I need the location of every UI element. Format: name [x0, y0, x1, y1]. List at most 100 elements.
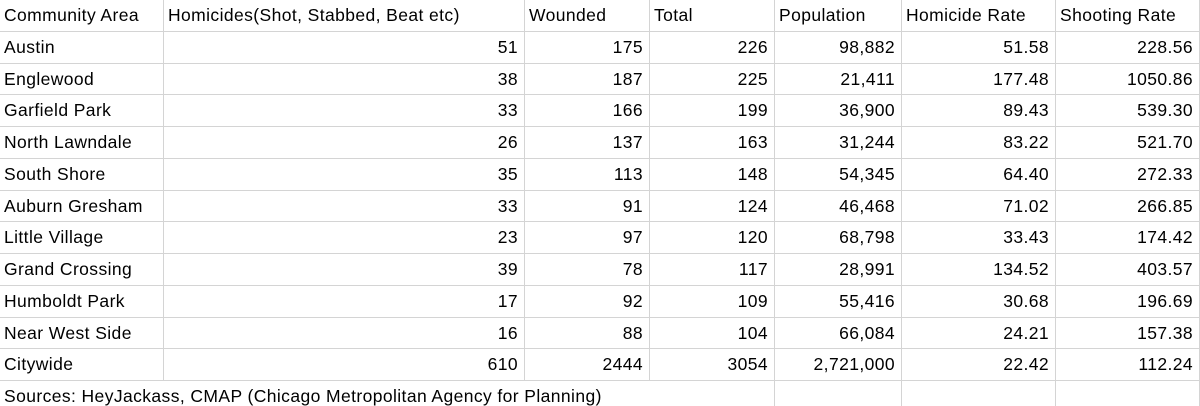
value-cell[interactable]: 88 [525, 317, 650, 350]
value-cell[interactable]: 64.40 [902, 158, 1056, 191]
value-cell[interactable]: 51 [164, 31, 525, 64]
value-cell[interactable]: 17 [164, 285, 525, 318]
value-cell[interactable]: 226 [650, 31, 775, 64]
community-area-cell[interactable]: Citywide [0, 349, 164, 382]
value-cell[interactable]: 120 [650, 222, 775, 255]
value-cell[interactable]: 166 [525, 95, 650, 128]
table-row: Austin 51 175 226 98,882 51.58 228.56 [0, 31, 1200, 64]
community-area-cell[interactable]: South Shore [0, 158, 164, 191]
value-cell[interactable]: 55,416 [775, 285, 902, 318]
community-area-cell[interactable]: Little Village [0, 222, 164, 255]
value-cell[interactable]: 157.38 [1056, 317, 1200, 350]
community-area-cell[interactable]: Garfield Park [0, 95, 164, 128]
empty-cell[interactable] [775, 381, 902, 406]
value-cell[interactable]: 28,991 [775, 254, 902, 286]
value-cell[interactable]: 104 [650, 317, 775, 350]
value-cell[interactable]: 33.43 [902, 222, 1056, 255]
value-cell[interactable]: 24.21 [902, 317, 1056, 350]
table-body: Austin 51 175 226 98,882 51.58 228.56 Englewood… [0, 31, 1200, 382]
value-cell[interactable]: 175 [525, 31, 650, 64]
table-row: North Lawndale 26 137 163 31,244 83.22 521.70 [0, 127, 1200, 159]
value-cell[interactable]: 521.70 [1056, 127, 1200, 159]
value-cell[interactable]: 35 [164, 158, 525, 191]
value-cell[interactable]: 403.57 [1056, 254, 1200, 286]
value-cell[interactable]: 177.48 [902, 63, 1056, 96]
value-cell[interactable]: 199 [650, 95, 775, 128]
table-row: Garfield Park 33 166 199 36,900 89.43 539.30 [0, 95, 1200, 128]
value-cell[interactable]: 196.69 [1056, 285, 1200, 318]
value-cell[interactable]: 71.02 [902, 190, 1056, 223]
table-row: Citywide 610 2444 3054 2,721,000 22.42 112.24 [0, 349, 1200, 382]
table-row: Grand Crossing 39 78 117 28,991 134.52 403.57 [0, 254, 1200, 286]
value-cell[interactable]: 31,244 [775, 127, 902, 159]
column-header-3[interactable]: Total [650, 0, 775, 32]
value-cell[interactable]: 36,900 [775, 95, 902, 128]
value-cell[interactable]: 89.43 [902, 95, 1056, 128]
empty-cell[interactable] [1056, 381, 1200, 406]
value-cell[interactable]: 2,721,000 [775, 349, 902, 382]
value-cell[interactable]: 539.30 [1056, 95, 1200, 128]
value-cell[interactable]: 228.56 [1056, 31, 1200, 64]
community-area-cell[interactable]: Auburn Gresham [0, 190, 164, 223]
value-cell[interactable]: 33 [164, 95, 525, 128]
value-cell[interactable]: 148 [650, 158, 775, 191]
value-cell[interactable]: 83.22 [902, 127, 1056, 159]
empty-cell[interactable] [902, 381, 1056, 406]
column-header-2[interactable]: Wounded [525, 0, 650, 32]
value-cell[interactable]: 66,084 [775, 317, 902, 350]
value-cell[interactable]: 225 [650, 63, 775, 96]
value-cell[interactable]: 137 [525, 127, 650, 159]
value-cell[interactable]: 163 [650, 127, 775, 159]
value-cell[interactable]: 1050.86 [1056, 63, 1200, 96]
value-cell[interactable]: 23 [164, 222, 525, 255]
value-cell[interactable]: 610 [164, 349, 525, 382]
value-cell[interactable]: 91 [525, 190, 650, 223]
value-cell[interactable]: 16 [164, 317, 525, 350]
column-header-4[interactable]: Population [775, 0, 902, 32]
table-row: Little Village 23 97 120 68,798 33.43 174.42 [0, 222, 1200, 255]
column-header-1[interactable]: Homicides(Shot, Stabbed, Beat etc) [164, 0, 525, 32]
value-cell[interactable]: 3054 [650, 349, 775, 382]
value-cell[interactable]: 68,798 [775, 222, 902, 255]
sources-note[interactable]: Sources: HeyJackass, CMAP (Chicago Metro… [0, 381, 775, 406]
table-row: South Shore 35 113 148 54,345 64.40 272.33 [0, 158, 1200, 191]
value-cell[interactable]: 2444 [525, 349, 650, 382]
community-area-cell[interactable]: Humboldt Park [0, 285, 164, 318]
value-cell[interactable]: 124 [650, 190, 775, 223]
community-area-cell[interactable]: Grand Crossing [0, 254, 164, 286]
community-area-cell[interactable]: North Lawndale [0, 127, 164, 159]
value-cell[interactable]: 113 [525, 158, 650, 191]
community-area-cell[interactable]: Near West Side [0, 317, 164, 350]
value-cell[interactable]: 134.52 [902, 254, 1056, 286]
value-cell[interactable]: 38 [164, 63, 525, 96]
column-header-0[interactable]: Community Area [0, 0, 164, 32]
value-cell[interactable]: 117 [650, 254, 775, 286]
value-cell[interactable]: 22.42 [902, 349, 1056, 382]
value-cell[interactable]: 51.58 [902, 31, 1056, 64]
value-cell[interactable]: 112.24 [1056, 349, 1200, 382]
value-cell[interactable]: 98,882 [775, 31, 902, 64]
community-area-cell[interactable]: Englewood [0, 63, 164, 96]
value-cell[interactable]: 187 [525, 63, 650, 96]
value-cell[interactable]: 46,468 [775, 190, 902, 223]
value-cell[interactable]: 272.33 [1056, 158, 1200, 191]
value-cell[interactable]: 97 [525, 222, 650, 255]
value-cell[interactable]: 109 [650, 285, 775, 318]
column-header-5[interactable]: Homicide Rate [902, 0, 1056, 32]
community-area-cell[interactable]: Austin [0, 31, 164, 64]
value-cell[interactable]: 54,345 [775, 158, 902, 191]
header-row: Community Area Homicides(Shot, Stabbed, B… [0, 0, 1200, 32]
value-cell[interactable]: 21,411 [775, 63, 902, 96]
table-row: Englewood 38 187 225 21,411 177.48 1050.86 [0, 63, 1200, 96]
value-cell[interactable]: 33 [164, 190, 525, 223]
value-cell[interactable]: 174.42 [1056, 222, 1200, 255]
column-header-6[interactable]: Shooting Rate [1056, 0, 1200, 32]
value-cell[interactable]: 266.85 [1056, 190, 1200, 223]
value-cell[interactable]: 92 [525, 285, 650, 318]
value-cell[interactable]: 26 [164, 127, 525, 159]
table-row: Humboldt Park 17 92 109 55,416 30.68 196.69 [0, 285, 1200, 318]
value-cell[interactable]: 39 [164, 254, 525, 286]
value-cell[interactable]: 78 [525, 254, 650, 286]
value-cell[interactable]: 30.68 [902, 285, 1056, 318]
